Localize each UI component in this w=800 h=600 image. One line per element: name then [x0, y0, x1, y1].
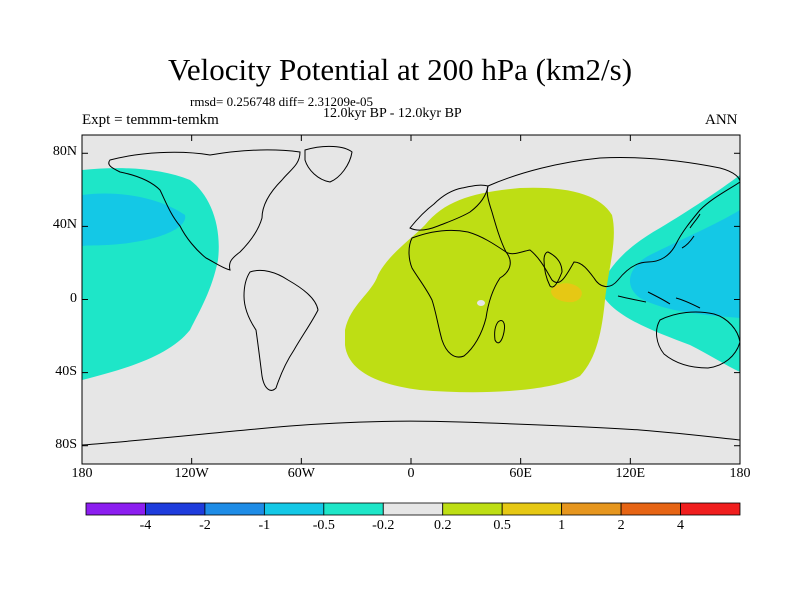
stats-text: rmsd= 0.256748 diff= 2.31209e-05 — [190, 94, 374, 109]
colorbar-swatch — [501, 502, 563, 516]
colorbar — [85, 502, 741, 516]
colorbar-swatch — [85, 502, 146, 516]
season-label: ANN — [705, 112, 738, 128]
colorbar-swatch — [263, 502, 325, 516]
northeast-pacific-negative-core — [82, 193, 186, 246]
axis-ticks — [81, 135, 741, 464]
colorbar-label: -0.2 — [372, 518, 395, 533]
y-tick-label: 0 — [70, 290, 77, 306]
colorbar-label: -1 — [258, 518, 271, 533]
near-zero-spot — [477, 300, 485, 306]
indian-ocean-positive-maximum — [551, 283, 582, 303]
experiment-label: Expt = temmm-temkm — [82, 112, 219, 128]
x-tick-label: 60W — [287, 466, 315, 481]
colorbar-swatch — [620, 502, 681, 516]
colorbar-swatch — [204, 502, 265, 516]
colorbar-label: 2 — [617, 518, 625, 533]
colorbar-label: 0.5 — [493, 518, 511, 533]
colorbar-swatch — [442, 502, 503, 516]
period-text: 12.0kyr BP - 12.0kyr BP — [323, 106, 462, 121]
colorbar-label: 1 — [558, 518, 566, 533]
colorbar-swatch — [680, 502, 741, 516]
colorbar-swatch — [323, 502, 384, 516]
x-tick-label: 180 — [729, 466, 751, 481]
x-tick-label: 180 — [71, 466, 93, 481]
y-tick-label: 80N — [52, 144, 77, 160]
y-tick-label: 40S — [55, 363, 77, 379]
western-pacific-negative-core — [629, 210, 740, 318]
colorbar-label: -2 — [199, 518, 211, 533]
colorbar-label: 0.2 — [433, 518, 452, 533]
colorbar-swatch — [382, 502, 444, 516]
colorbar-label: -4 — [139, 518, 152, 533]
x-tick-label: 120W — [174, 466, 209, 481]
x-tick-label: 60E — [509, 466, 532, 481]
colorbar-swatch — [145, 502, 206, 516]
colorbar-label: 4 — [677, 518, 685, 533]
map-title: Velocity Potential at 200 hPa (km2/s) — [167, 52, 633, 87]
colorbar-label: -0.5 — [312, 518, 335, 533]
y-tick-label: 80S — [55, 436, 77, 452]
colorbar-swatch — [561, 502, 622, 516]
x-tick-label: 0 — [407, 466, 415, 481]
x-tick-label: 120E — [615, 466, 646, 481]
africa-indian-ocean-positive-region — [345, 187, 614, 393]
coastlines — [82, 145, 740, 446]
y-tick-label: 40N — [52, 217, 77, 233]
